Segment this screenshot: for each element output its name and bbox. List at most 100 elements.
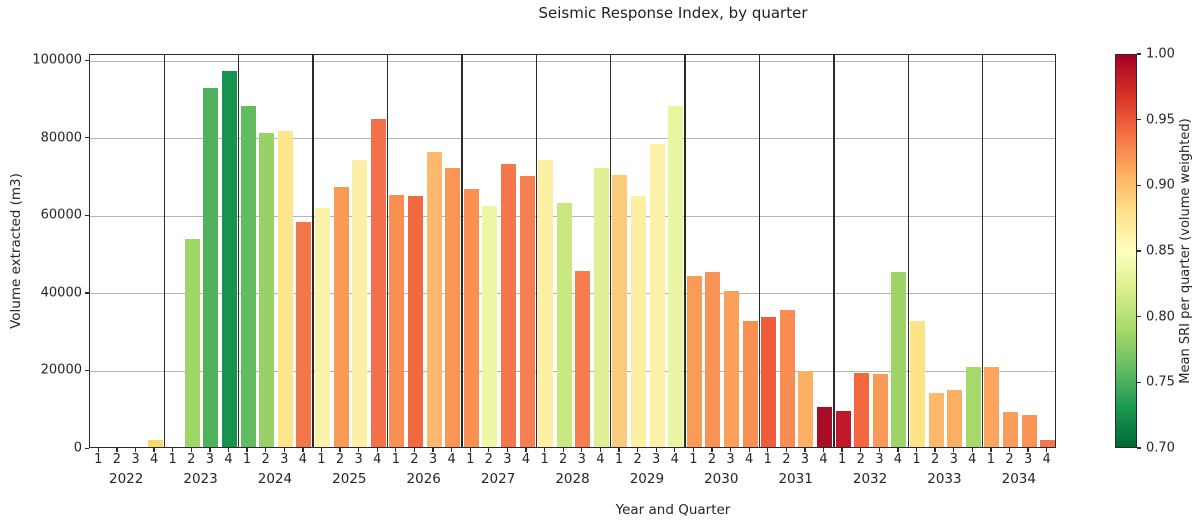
colorbar — [1115, 54, 1137, 448]
quarter-tick-label: 3 — [503, 452, 512, 467]
y-tick-label: 100000 — [32, 52, 82, 68]
x-tick-mark — [971, 448, 973, 452]
year-separator — [386, 55, 389, 447]
bar-2024-q1 — [240, 105, 256, 447]
quarter-tick-label: 1 — [838, 452, 847, 467]
quarter-tick-label: 2 — [930, 452, 940, 467]
bar-2027-q3 — [500, 163, 516, 447]
x-tick-mark — [172, 448, 174, 452]
bar-2025-q3 — [352, 159, 368, 447]
year-separator — [758, 55, 761, 447]
year-separator — [684, 55, 686, 447]
gridline-80000 — [90, 138, 1055, 140]
x-tick-mark — [97, 448, 99, 452]
colorbar-tick-mark — [1137, 381, 1141, 383]
x-tick-mark — [748, 448, 750, 452]
bar-2031-q2 — [779, 310, 795, 447]
colorbar-tick-mark — [1137, 53, 1141, 55]
x-tick-mark — [655, 448, 657, 452]
x-tick-mark — [562, 448, 564, 452]
quarter-tick-label: 3 — [726, 452, 735, 467]
bar-2029-q2 — [631, 195, 647, 447]
x-tick-mark — [711, 448, 713, 452]
year-separator — [609, 55, 612, 447]
quarter-tick-label: 3 — [577, 452, 586, 467]
year-separator — [312, 55, 314, 447]
y-tick-label: 40000 — [40, 285, 82, 301]
year-separator — [981, 55, 984, 447]
year-label-2025: 2025 — [332, 471, 367, 487]
x-tick-mark — [506, 448, 509, 452]
x-tick-mark — [822, 448, 825, 452]
x-tick-mark — [804, 448, 806, 452]
plot-area — [89, 54, 1056, 448]
x-tick-mark — [265, 448, 267, 452]
y-tick-label: 0 — [73, 440, 82, 456]
x-tick-mark — [227, 448, 230, 452]
colorbar-tick-label: 0.70 — [1146, 440, 1175, 456]
quarter-tick-label: 1 — [168, 452, 177, 467]
bar-2034-q1 — [984, 367, 1000, 447]
quarter-tick-label: 4 — [893, 452, 903, 467]
x-tick-mark — [581, 448, 583, 452]
bar-2022-q4 — [147, 440, 163, 447]
x-tick-mark — [525, 448, 527, 452]
year-separator — [461, 55, 463, 447]
quarter-tick-label: 2 — [261, 452, 270, 467]
bar-2033-q4 — [965, 367, 981, 447]
quarter-tick-label: 4 — [447, 452, 456, 467]
x-tick-mark — [599, 448, 602, 452]
colorbar-label: Mean SRI per quarter (volume weighted) — [1178, 118, 1193, 384]
bar-2023-q4 — [221, 70, 237, 447]
year-label-2033: 2033 — [927, 471, 962, 487]
year-label-2030: 2030 — [704, 471, 739, 487]
quarter-tick-label: 3 — [949, 452, 958, 467]
x-tick-mark — [116, 448, 118, 452]
quarter-tick-label: 3 — [280, 452, 289, 467]
x-tick-mark — [395, 448, 397, 452]
quarter-tick-label: 1 — [614, 452, 624, 467]
colorbar-tick-mark — [1137, 119, 1141, 121]
bar-2034-q2 — [1003, 411, 1018, 447]
quarter-tick-label: 2 — [633, 452, 642, 467]
colorbar-tick-mark — [1137, 447, 1141, 449]
x-tick-mark — [990, 448, 992, 452]
bar-2033-q1 — [910, 320, 926, 447]
bar-2030-q1 — [686, 276, 702, 447]
bar-2032-q4 — [891, 272, 907, 447]
year-label-2034: 2034 — [1001, 471, 1036, 487]
x-tick-mark — [339, 448, 341, 452]
year-separator — [907, 55, 909, 447]
quarter-tick-label: 2 — [112, 452, 122, 467]
x-tick-mark — [134, 448, 137, 452]
y-tick-label: 60000 — [40, 207, 82, 223]
colorbar-tick-mark — [1137, 316, 1141, 318]
bar-2025-q1 — [314, 208, 330, 447]
bar-2030-q4 — [742, 321, 758, 447]
quarter-tick-label: 4 — [224, 452, 233, 467]
quarter-tick-label: 4 — [670, 452, 679, 467]
y-tick-mark — [85, 59, 89, 61]
bar-2029-q4 — [668, 105, 684, 447]
bar-2024-q3 — [277, 130, 293, 447]
colorbar-tick-label: 0.85 — [1146, 243, 1175, 259]
quarter-tick-label: 2 — [856, 452, 865, 467]
x-tick-mark — [543, 448, 546, 452]
y-tick-mark — [85, 292, 89, 294]
year-label-2024: 2024 — [257, 471, 293, 487]
y-tick-label: 80000 — [40, 130, 82, 146]
bar-2031-q3 — [798, 371, 814, 447]
x-tick-mark — [934, 448, 936, 452]
quarter-tick-label: 2 — [335, 452, 345, 467]
x-tick-mark — [915, 448, 918, 452]
colorbar-tick-label: 0.90 — [1146, 177, 1175, 193]
quarter-tick-label: 1 — [763, 452, 772, 467]
quarter-tick-label: 1 — [540, 452, 549, 467]
year-label-2022: 2022 — [109, 471, 144, 487]
bar-2026-q4 — [445, 167, 461, 447]
x-tick-mark — [469, 448, 471, 452]
bar-2028-q1 — [538, 159, 554, 447]
x-tick-mark — [841, 448, 843, 452]
year-separator — [833, 55, 835, 447]
